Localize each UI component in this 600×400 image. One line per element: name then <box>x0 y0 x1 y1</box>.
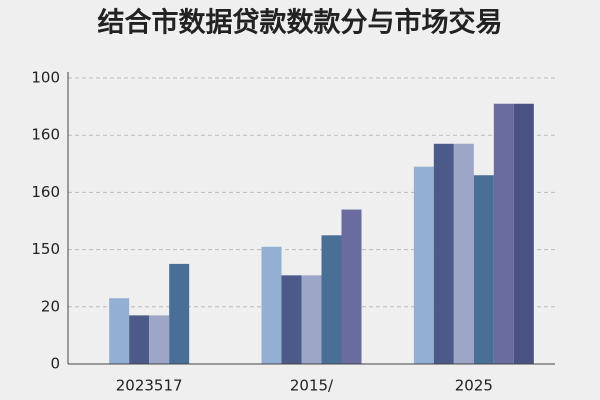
bar <box>453 143 474 364</box>
x-tick-label: 2023517 <box>116 377 183 395</box>
bar <box>109 298 130 364</box>
bar <box>493 103 514 365</box>
bar <box>261 246 282 364</box>
bar <box>433 143 454 364</box>
bar <box>169 263 190 364</box>
chart-title: 结合市数据贷款数款分与市场交易 <box>98 7 503 39</box>
bar <box>473 175 494 364</box>
bar <box>321 235 342 364</box>
x-tick-label: 2025 <box>455 377 493 395</box>
y-tick-label: 20 <box>41 297 60 315</box>
y-tick-label: 160 <box>31 126 60 144</box>
x-tick-label: 2015/ <box>290 377 334 395</box>
y-tick-label: 150 <box>31 240 60 258</box>
bar <box>513 103 534 365</box>
bar <box>301 275 322 364</box>
bar <box>149 315 170 364</box>
bar <box>341 209 362 364</box>
y-tick-label: 0 <box>50 355 60 373</box>
bar <box>413 166 434 364</box>
bar <box>281 275 302 364</box>
y-tick-label: 100 <box>31 69 60 87</box>
y-tick-label: 160 <box>31 183 60 201</box>
bar <box>129 315 150 364</box>
